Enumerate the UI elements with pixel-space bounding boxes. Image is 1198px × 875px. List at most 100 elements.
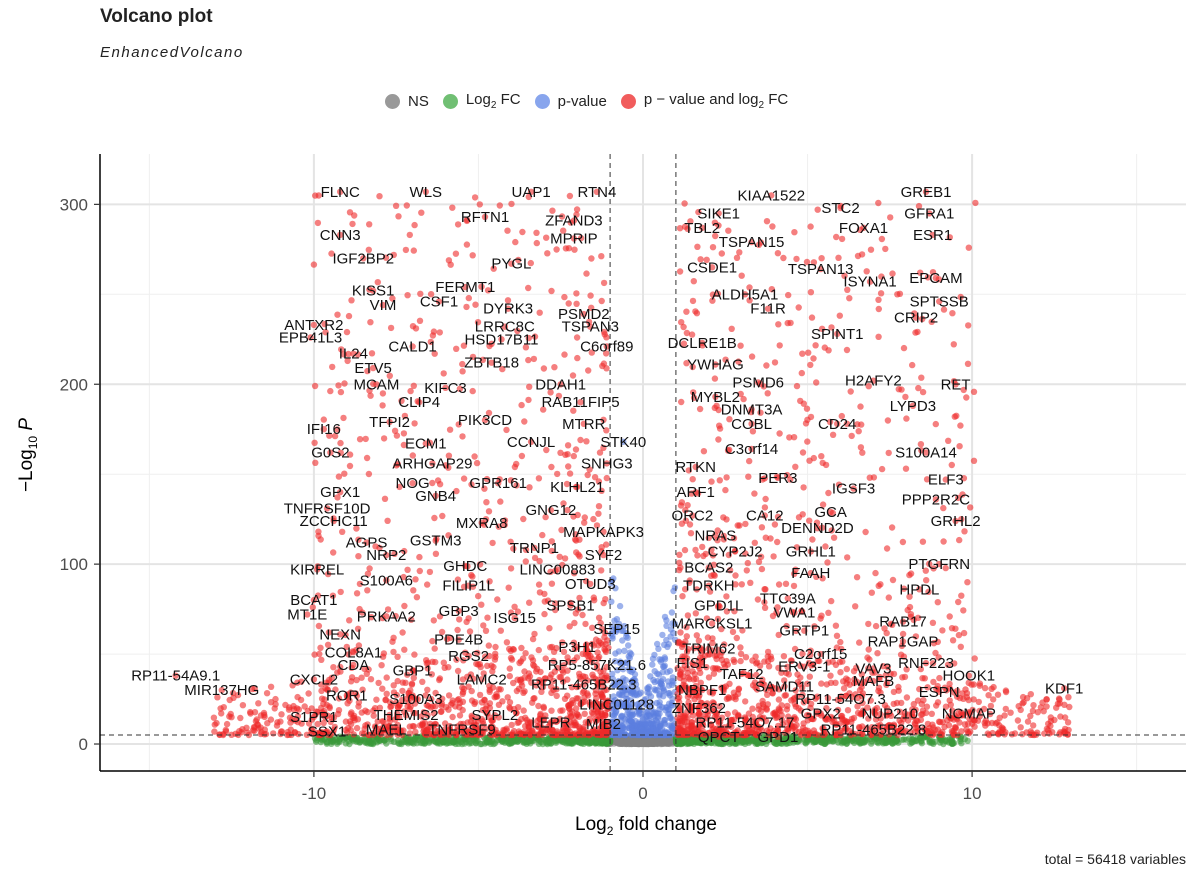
data-point (610, 693, 617, 700)
data-point (807, 289, 815, 296)
data-point (661, 738, 668, 745)
data-point (875, 199, 882, 207)
data-point (741, 740, 749, 748)
data-point (508, 200, 515, 208)
data-point (483, 499, 490, 506)
data-point (656, 656, 663, 663)
data-point (857, 444, 865, 451)
data-point (565, 463, 572, 470)
data-point (598, 253, 605, 260)
data-point (610, 681, 617, 689)
data-point (255, 700, 262, 707)
data-point (390, 634, 397, 641)
data-point (1061, 701, 1068, 708)
data-point (401, 646, 408, 653)
data-point (896, 290, 904, 297)
data-point (526, 599, 533, 606)
data-point (939, 728, 946, 736)
data-point (473, 459, 481, 467)
data-point (681, 200, 688, 207)
chart-subtitle: EnhancedVolcano (100, 44, 244, 61)
data-point (376, 193, 383, 200)
data-point (963, 726, 970, 733)
data-point (972, 199, 979, 207)
data-point (664, 643, 671, 651)
data-point (837, 669, 844, 676)
data-point (770, 553, 777, 560)
data-point (1039, 699, 1046, 706)
data-point (440, 370, 447, 377)
data-point (1030, 702, 1037, 709)
data-point (661, 656, 669, 663)
data-point (742, 698, 749, 705)
data-point (399, 629, 406, 636)
data-point (883, 545, 891, 552)
data-point (614, 728, 621, 735)
data-point (654, 640, 661, 648)
data-point (769, 223, 776, 230)
data-point (363, 454, 371, 462)
data-point (395, 213, 402, 220)
data-point (394, 653, 401, 660)
data-point (412, 325, 420, 332)
data-point (669, 725, 677, 732)
data-point (965, 244, 972, 251)
data-point (656, 692, 663, 699)
data-point (384, 517, 391, 524)
data-point (885, 594, 892, 601)
data-point (737, 650, 745, 658)
data-point (909, 361, 916, 369)
data-point (957, 422, 964, 429)
data-point (652, 727, 659, 734)
data-point (540, 365, 548, 372)
data-point (1002, 688, 1010, 696)
data-point (573, 290, 580, 297)
data-point (222, 728, 230, 735)
data-point (445, 664, 452, 671)
data-point (970, 457, 978, 464)
data-point (595, 503, 603, 510)
data-point (432, 658, 439, 666)
data-point (311, 382, 319, 390)
data-point (507, 565, 515, 572)
data-point (410, 382, 417, 389)
data-point (877, 581, 884, 588)
data-point (666, 700, 673, 707)
data-point (525, 396, 532, 404)
data-point (958, 592, 965, 599)
data-point (535, 646, 542, 654)
data-point (341, 470, 348, 477)
data-point (875, 333, 882, 340)
data-point (547, 644, 554, 651)
data-point (530, 695, 537, 702)
data-point (758, 565, 766, 573)
data-point (318, 656, 325, 663)
data-point (799, 449, 807, 456)
data-point (440, 659, 447, 666)
data-point (715, 436, 722, 443)
data-point (690, 278, 697, 285)
data-point (341, 380, 348, 387)
data-point (574, 354, 581, 362)
data-point (655, 713, 662, 720)
data-point (533, 239, 540, 247)
data-point (724, 710, 731, 718)
data-point (865, 620, 872, 628)
data-point (701, 737, 708, 744)
data-point (875, 296, 882, 303)
data-point (616, 659, 624, 667)
data-point (416, 567, 423, 575)
data-point (455, 740, 462, 747)
data-point (485, 508, 493, 515)
data-point (583, 270, 590, 277)
data-point (649, 655, 657, 662)
data-point (548, 287, 555, 295)
data-point (696, 405, 704, 413)
data-point (412, 728, 419, 736)
data-point (802, 726, 809, 734)
data-point (855, 428, 862, 435)
data-point (665, 706, 672, 713)
data-point (603, 474, 610, 482)
data-point (919, 538, 927, 545)
data-point (505, 584, 512, 591)
